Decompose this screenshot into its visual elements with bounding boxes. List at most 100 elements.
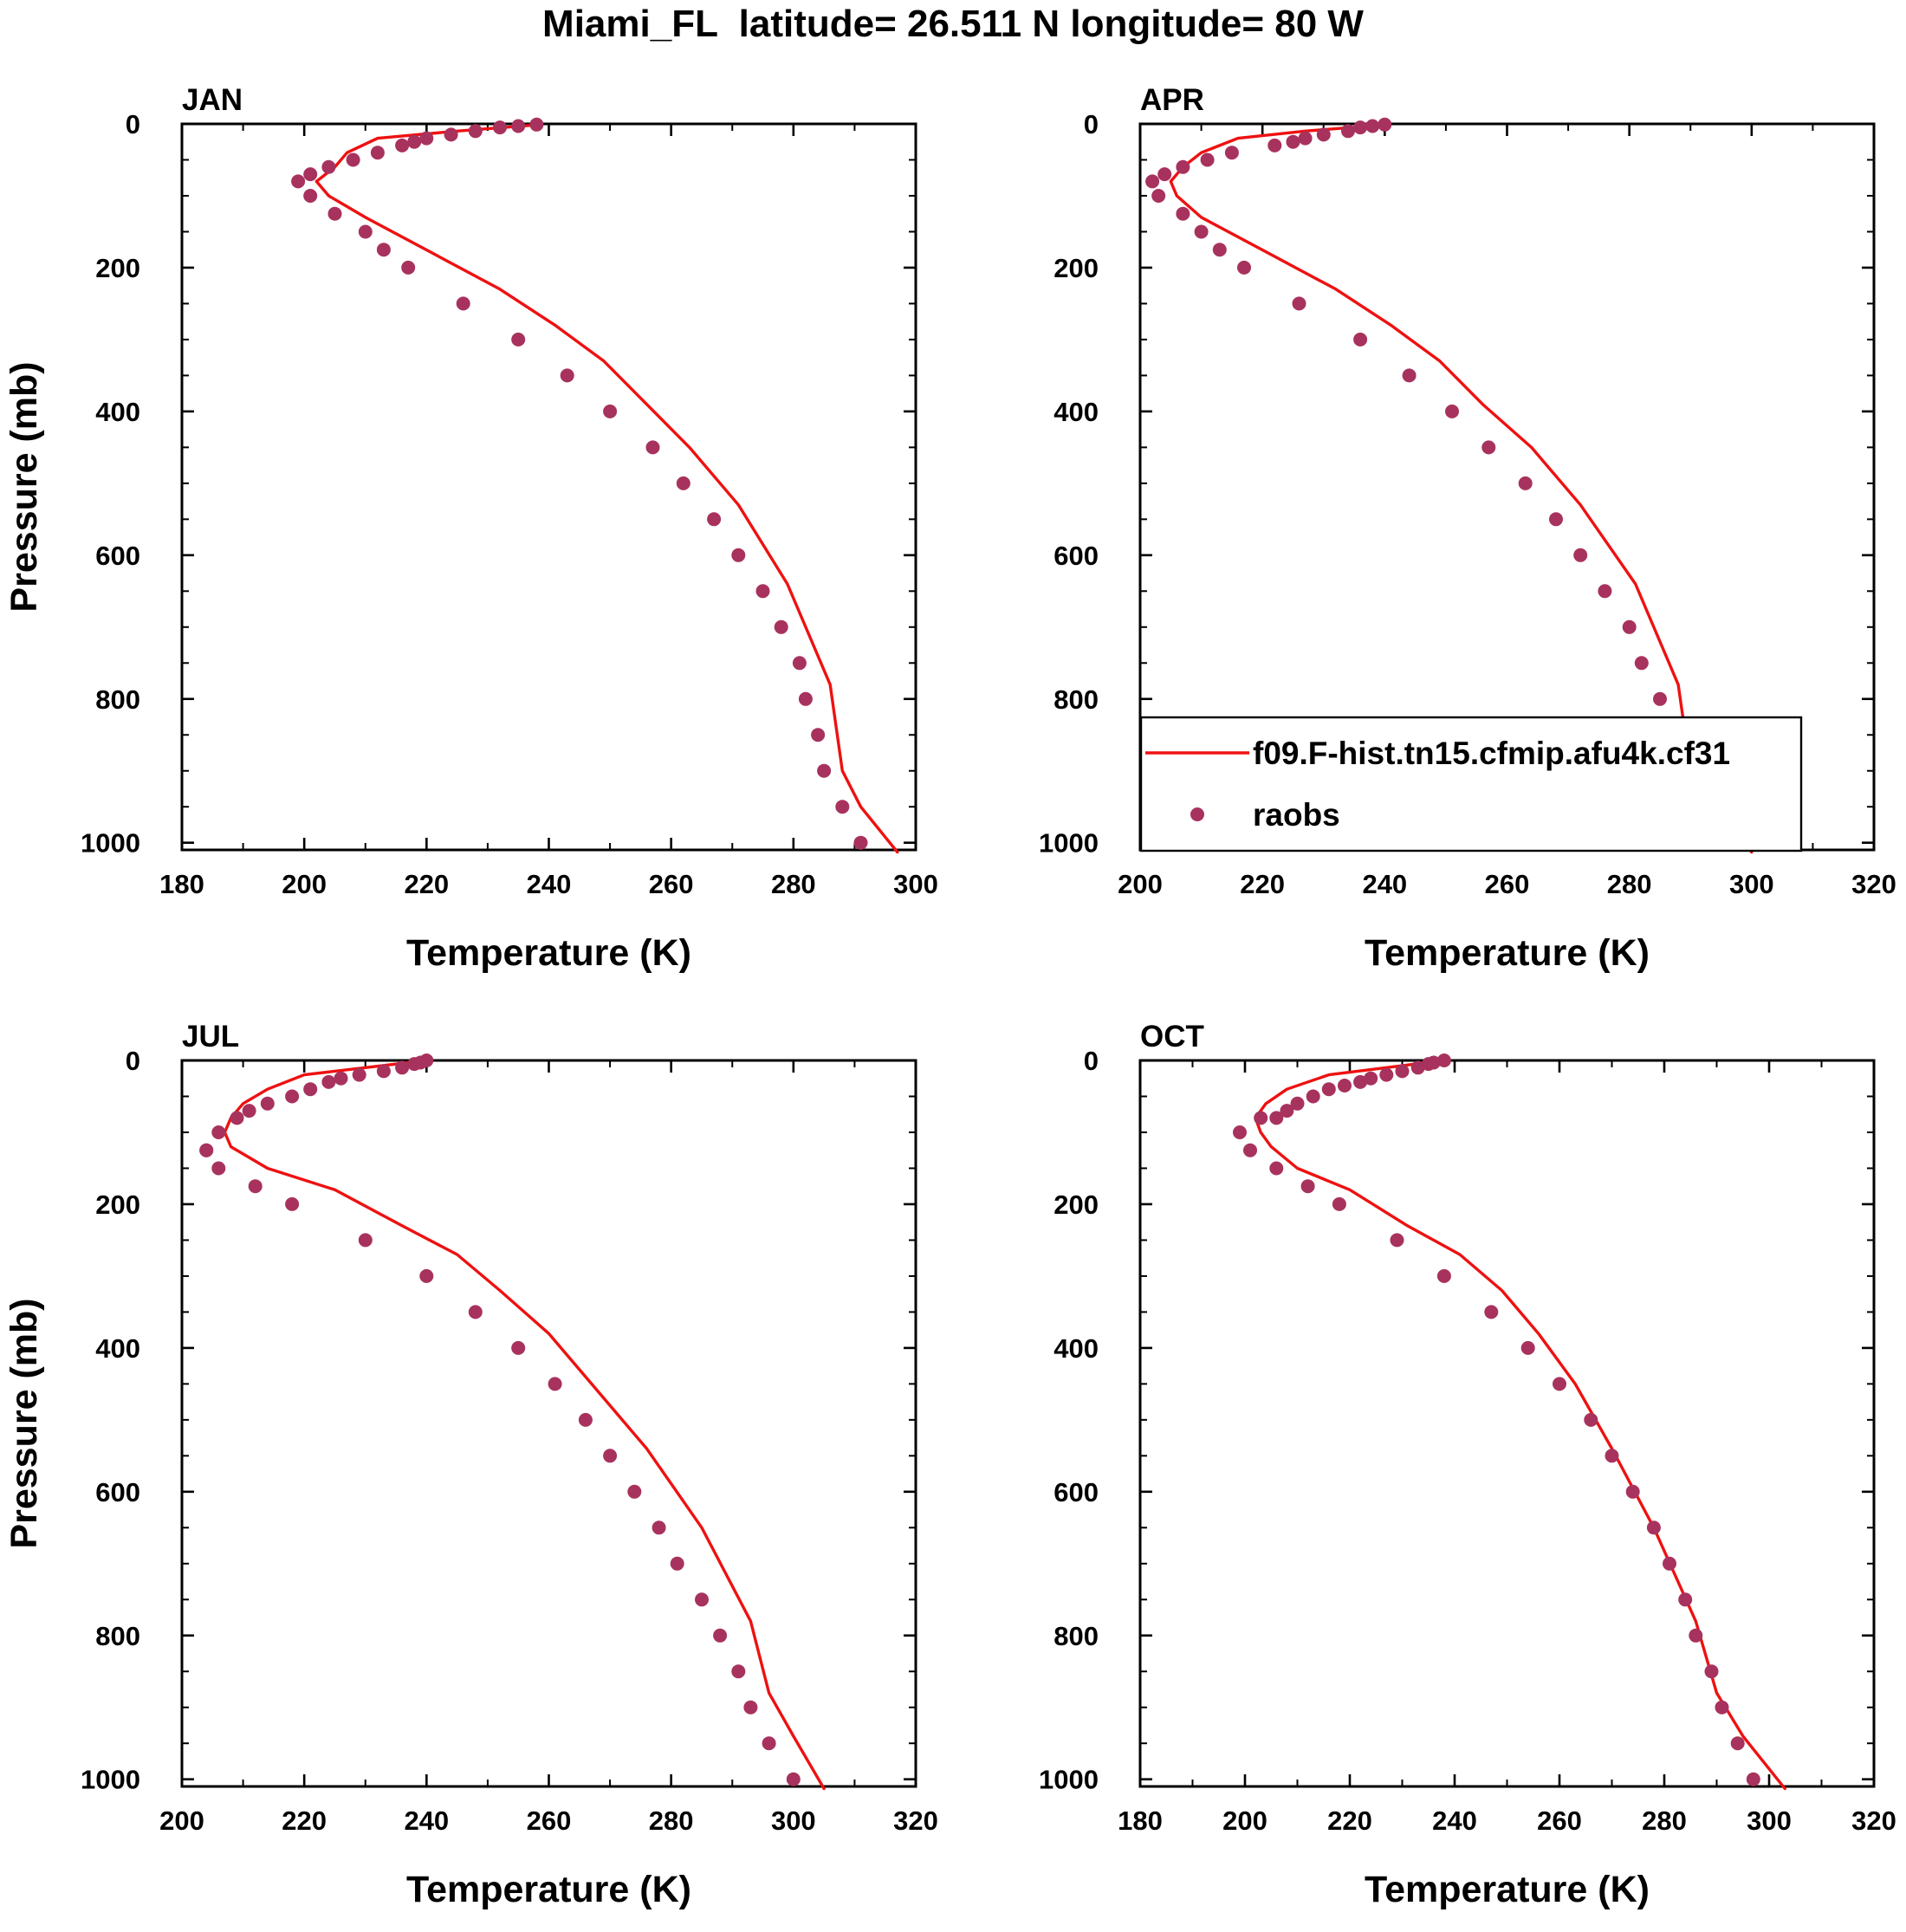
raobs-point (755, 584, 770, 599)
raobs-point (1353, 332, 1368, 347)
raobs-point (395, 1060, 410, 1075)
x-tick-label: 260 (649, 869, 694, 899)
y-tick-label: 200 (95, 253, 140, 283)
y-tick-label: 1000 (81, 828, 140, 859)
raobs-point (1663, 1556, 1676, 1571)
raobs-point (1518, 476, 1533, 490)
raobs-point (798, 691, 813, 706)
model-profile-line (314, 123, 899, 854)
raobs-point (743, 1700, 758, 1715)
raobs-point (792, 656, 807, 671)
y-tick-label: 800 (95, 684, 140, 715)
raobs-point (493, 120, 507, 135)
model-profile-line (223, 1059, 826, 1791)
x-tick-label: 300 (1747, 1806, 1792, 1836)
raobs-point (1625, 1484, 1640, 1499)
raobs-point (1316, 127, 1331, 142)
raobs-point (327, 206, 342, 221)
raobs-point (303, 167, 318, 182)
raobs-point (303, 189, 318, 203)
raobs-point (548, 1377, 562, 1391)
raobs-point (511, 1340, 526, 1355)
raobs-point (211, 1161, 226, 1176)
raobs-point (1298, 131, 1313, 146)
y-tick-label: 400 (95, 1333, 140, 1364)
y-tick-label: 0 (1084, 109, 1099, 139)
raobs-point (1280, 1104, 1294, 1118)
x-axis-title: Temperature (K) (406, 932, 691, 974)
raobs-point (1194, 224, 1209, 239)
x-tick-label: 320 (1851, 1806, 1896, 1836)
raobs-point (419, 131, 434, 146)
legend: f09.F-hist.tn15.cfmip.afu4k.cf31 raobs (1139, 716, 1803, 853)
raobs-point (1200, 152, 1215, 167)
raobs-point (321, 159, 336, 174)
raobs-point (1290, 1096, 1305, 1111)
raobs-point (1233, 1125, 1247, 1139)
raobs-point (1379, 1067, 1394, 1082)
raobs-point (1390, 1233, 1404, 1248)
raobs-point (1157, 167, 1172, 182)
raobs-point (762, 1736, 776, 1751)
y-tick-label: 400 (1053, 397, 1099, 427)
x-tick-label: 300 (893, 869, 938, 899)
raobs-point (285, 1196, 300, 1211)
raobs-point (1300, 1179, 1315, 1194)
raobs-point (1436, 1268, 1451, 1283)
raobs-point (352, 1067, 366, 1082)
raobs-point (811, 728, 826, 742)
raobs-point (1573, 548, 1588, 562)
raobs-point (511, 332, 526, 347)
raobs-point (1269, 1111, 1284, 1125)
raobs-point (1484, 1305, 1499, 1319)
x-tick-label: 180 (159, 869, 204, 899)
x-axis-title: Temperature (K) (1365, 932, 1650, 974)
raobs-point (529, 117, 544, 132)
panel-title: JUL (182, 1020, 239, 1054)
raobs-point (1176, 159, 1190, 174)
x-tick-label: 260 (1485, 869, 1530, 899)
raobs-point (652, 1520, 666, 1535)
raobs-point (211, 1125, 226, 1139)
panel-jul: 200 220 240 260 280 300 320 0 200 400 600 800 1000 JU… (3, 1020, 938, 1910)
raobs-point (817, 763, 832, 778)
x-tick-label: 220 (282, 1806, 327, 1836)
model-profile-line (1169, 123, 1754, 854)
y-tick-label: 0 (126, 109, 140, 139)
raobs-point (1321, 1082, 1336, 1097)
raobs-point (695, 1592, 709, 1607)
raobs-point (1634, 656, 1649, 671)
x-tick-label: 300 (1729, 869, 1774, 899)
y-tick-label: 600 (1053, 1477, 1099, 1507)
x-tick-label: 280 (1607, 869, 1652, 899)
plot-frame (180, 122, 917, 852)
raobs-point (334, 1071, 348, 1086)
legend-label-raobs: raobs (1253, 797, 1340, 833)
x-tick-label: 180 (1118, 1806, 1163, 1836)
raobs-point (511, 119, 526, 133)
raobs-point (1378, 117, 1392, 132)
raobs-point (1176, 206, 1190, 221)
plot-frame (180, 1059, 917, 1788)
y-tick-label: 400 (95, 397, 140, 427)
y-tick-label: 400 (1053, 1333, 1099, 1364)
x-tick-label: 240 (527, 869, 572, 899)
raobs-point (1730, 1736, 1745, 1751)
raobs-point (358, 1233, 373, 1248)
raobs-point (260, 1096, 275, 1111)
raobs-point (603, 1449, 618, 1463)
raobs-point (774, 619, 788, 634)
figure-title: Miami_FL latitude= 26.511 N longitude= 8… (542, 3, 1364, 45)
x-axis-title: Temperature (K) (1365, 1869, 1650, 1910)
x-tick-label: 320 (1851, 869, 1896, 899)
raobs-point (1410, 1060, 1425, 1075)
raobs-point (1365, 119, 1380, 133)
raobs-point (1286, 134, 1300, 149)
raobs-point (199, 1143, 214, 1157)
raobs-point (1364, 1071, 1378, 1086)
raobs-point (370, 146, 385, 160)
raobs-point (1553, 1377, 1566, 1391)
raobs-point (1421, 1057, 1436, 1072)
y-axis-title: Pressure (mb) (3, 1298, 45, 1548)
y-tick-label: 200 (1053, 253, 1099, 283)
